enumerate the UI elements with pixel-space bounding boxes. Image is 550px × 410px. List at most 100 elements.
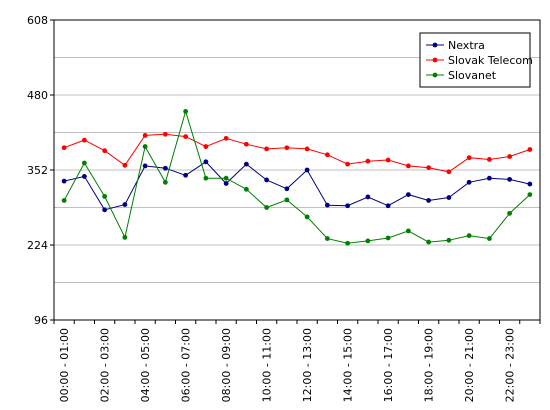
data-point — [486, 236, 492, 241]
data-point — [304, 167, 310, 173]
data-point — [365, 238, 371, 244]
data-point — [122, 162, 128, 168]
data-point — [345, 161, 351, 167]
data-point — [142, 133, 148, 138]
y-tick-label: 224 — [27, 239, 48, 252]
data-point — [466, 233, 472, 239]
data-point — [324, 236, 330, 241]
x-tick-label: 10:00 - 11:00 — [261, 328, 274, 402]
y-axis: 96 224 352 480 608 — [27, 14, 54, 327]
data-point — [507, 210, 513, 216]
data-point — [264, 146, 270, 152]
data-point — [284, 186, 290, 192]
data-point — [466, 155, 472, 161]
data-point — [527, 181, 533, 187]
data-point — [203, 159, 209, 165]
data-point — [183, 109, 189, 114]
data-point — [122, 234, 128, 240]
data-point — [385, 157, 391, 163]
x-tick-label: 04:00 - 05:00 — [139, 328, 152, 402]
legend: Nextra Slovak Telecom Slovanet — [419, 32, 533, 88]
data-point — [102, 207, 108, 213]
x-tick-label: 00:00 - 01:00 — [58, 328, 71, 402]
y-tick-label: 352 — [27, 164, 48, 177]
legend-label: Slovak Telecom — [448, 54, 533, 67]
data-point — [183, 172, 189, 178]
data-point — [61, 145, 67, 151]
data-point — [426, 165, 432, 171]
data-point — [223, 181, 229, 186]
series-line-0 — [63, 161, 531, 211]
data-point — [507, 176, 513, 182]
legend-marker — [432, 42, 438, 48]
data-point — [405, 192, 411, 198]
data-point — [365, 158, 371, 164]
data-point — [405, 163, 411, 169]
data-point — [203, 175, 209, 181]
data-point — [243, 161, 249, 167]
legend-label: Slovanet — [448, 69, 497, 82]
data-point — [142, 163, 148, 169]
data-point — [446, 195, 452, 200]
data-point — [81, 174, 87, 179]
data-point — [81, 160, 87, 166]
data-point — [426, 239, 432, 245]
data-point — [466, 179, 472, 185]
series-group — [61, 109, 533, 246]
data-point — [486, 157, 492, 162]
data-point — [264, 205, 270, 210]
data-point — [446, 169, 452, 175]
x-tick-label: 08:00 - 09:00 — [220, 328, 233, 402]
legend-marker — [432, 57, 438, 63]
x-tick-label: 02:00 - 03:00 — [99, 328, 112, 402]
data-point — [365, 194, 371, 200]
series-line-1 — [63, 133, 531, 173]
data-point — [284, 197, 290, 203]
y-tick-label: 480 — [27, 89, 48, 102]
data-point — [446, 237, 452, 243]
y-tick-label: 608 — [27, 14, 48, 27]
data-point — [203, 144, 209, 149]
x-tick-label: 22:00 - 23:00 — [504, 328, 517, 402]
data-point — [324, 152, 330, 158]
data-point — [162, 131, 168, 137]
data-point — [304, 146, 310, 152]
data-point — [81, 137, 87, 143]
data-point — [405, 228, 411, 234]
data-point — [61, 178, 67, 184]
data-point — [345, 240, 351, 246]
data-point — [223, 175, 229, 181]
x-tick-label: 12:00 - 13:00 — [301, 328, 314, 402]
data-point — [345, 203, 351, 209]
x-tick-label: 16:00 - 17:00 — [382, 328, 395, 402]
x-tick-label: 14:00 - 15:00 — [342, 328, 355, 402]
data-point — [284, 145, 290, 151]
data-point — [183, 134, 189, 140]
x-tick-label: 20:00 - 21:00 — [463, 328, 476, 402]
data-point — [385, 203, 391, 209]
data-point — [102, 148, 108, 154]
data-point — [102, 193, 108, 199]
data-point — [142, 144, 148, 149]
data-point — [527, 192, 533, 198]
data-point — [304, 214, 310, 220]
data-point — [243, 141, 249, 147]
data-point — [527, 147, 533, 152]
legend-marker — [432, 72, 438, 78]
x-tick-label: 06:00 - 07:00 — [180, 328, 193, 402]
data-point — [162, 165, 168, 171]
series-line-2 — [63, 109, 531, 244]
data-point — [61, 198, 67, 203]
data-point — [264, 177, 270, 183]
data-point — [122, 202, 128, 207]
data-point — [243, 186, 249, 192]
data-point — [507, 154, 513, 159]
data-point — [223, 135, 229, 141]
legend-label: Nextra — [448, 39, 485, 52]
data-point — [324, 202, 330, 208]
x-axis: 00:00 - 01:00 02:00 - 03:00 04:00 - 05:00 0… — [53, 320, 541, 402]
x-tick-label: 18:00 - 19:00 — [423, 328, 436, 402]
data-point — [162, 179, 168, 185]
data-point — [426, 198, 432, 203]
